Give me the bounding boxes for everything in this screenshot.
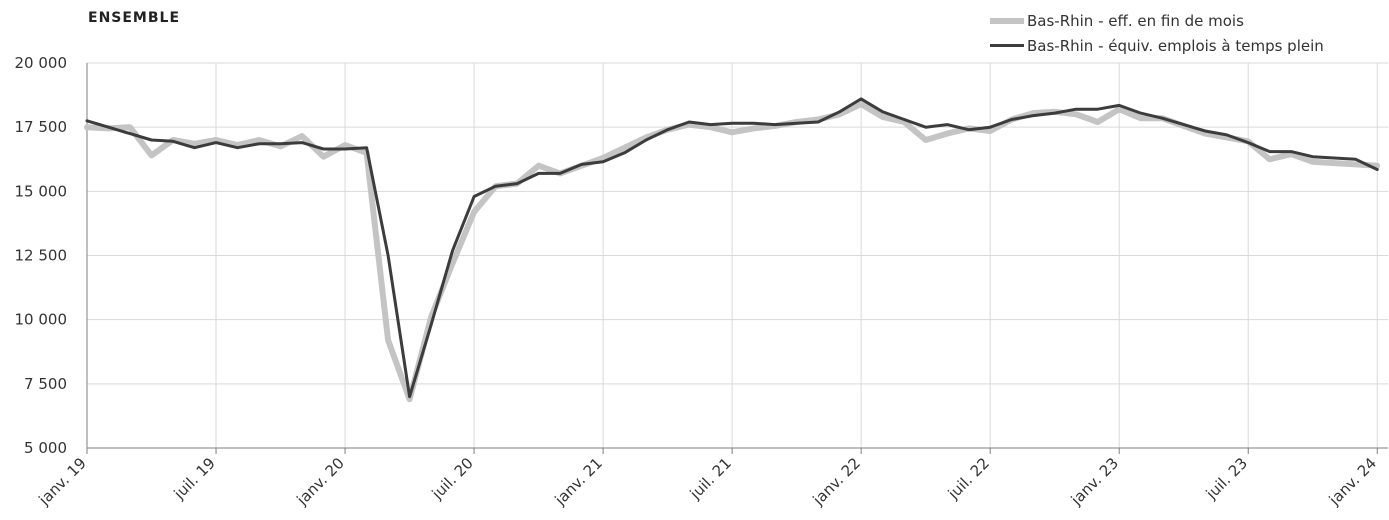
y-tick-label: 15 000 (15, 182, 68, 200)
y-tick-label: 20 000 (15, 54, 68, 72)
y-tick-label: 5 000 (24, 439, 67, 457)
y-tick-label: 10 000 (15, 311, 68, 329)
x-tick-label: janv. 21 (551, 454, 606, 509)
x-tick-label: janv. 19 (35, 454, 90, 509)
x-tick-label: juil. 22 (944, 454, 993, 503)
chart-title: ENSEMBLE (88, 10, 181, 26)
x-tick-label: juil. 20 (428, 454, 477, 503)
x-tick-label: janv. 23 (1067, 454, 1122, 509)
x-tick-label: janv. 20 (293, 454, 348, 509)
legend-item-eff: Bas-Rhin - eff. en fin de mois (990, 8, 1324, 33)
y-tick-label: 12 500 (15, 247, 68, 265)
x-tick-label: janv. 22 (809, 454, 864, 509)
legend-item-etp: Bas-Rhin - équiv. emplois à temps plein (990, 33, 1324, 58)
y-tick-label: 17 500 (15, 118, 68, 136)
x-tick-label: juil. 21 (686, 454, 735, 503)
series-line-etp (85, 97, 1379, 399)
legend-swatch-eff (990, 17, 1024, 24)
x-tick-label: juil. 19 (170, 454, 219, 503)
legend-swatch-etp (990, 44, 1024, 47)
x-tick-label: juil. 23 (1202, 454, 1251, 503)
y-tick-label: 7 500 (24, 375, 67, 393)
legend: Bas-Rhin - eff. en fin de mois Bas-Rhin … (990, 8, 1324, 58)
x-tick-label: janv. 24 (1325, 454, 1380, 509)
legend-label-eff: Bas-Rhin - eff. en fin de mois (1027, 11, 1244, 30)
legend-label-etp: Bas-Rhin - équiv. emplois à temps plein (1027, 36, 1324, 55)
